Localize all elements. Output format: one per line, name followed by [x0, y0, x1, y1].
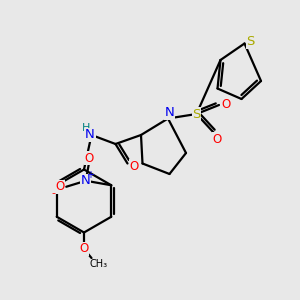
Text: O: O: [55, 180, 64, 193]
Text: S: S: [246, 35, 255, 49]
Text: O: O: [80, 242, 88, 256]
Text: N: N: [85, 128, 95, 142]
Text: O: O: [213, 133, 222, 146]
Text: CH₃: CH₃: [90, 259, 108, 269]
Text: H: H: [82, 123, 90, 134]
Text: S: S: [192, 107, 201, 121]
Text: +: +: [86, 170, 94, 180]
Text: N: N: [81, 174, 91, 187]
Text: O: O: [221, 98, 230, 112]
Text: N: N: [165, 106, 174, 119]
Text: -: -: [52, 188, 56, 198]
Text: O: O: [84, 152, 93, 165]
Text: O: O: [130, 160, 139, 173]
